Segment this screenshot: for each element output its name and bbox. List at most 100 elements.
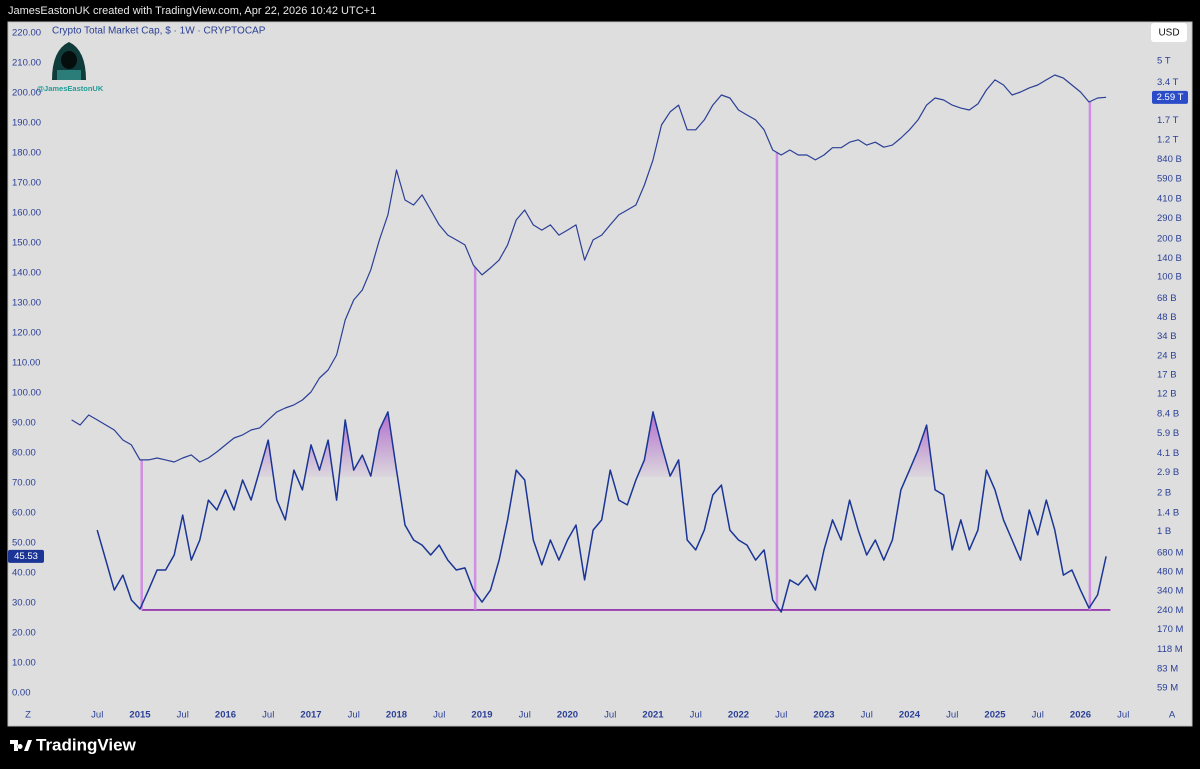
series-line <box>96 411 1107 613</box>
series-line <box>71 74 1107 463</box>
y2-tick-label: 4.1 B <box>1157 448 1179 459</box>
chart-background <box>7 21 1193 727</box>
watermark: @JamesEastonUK <box>37 84 104 93</box>
y-tick-label: 200.00 <box>12 88 41 99</box>
y2-tick-label: 100 B <box>1157 272 1182 283</box>
y-tick-label: 90.00 <box>12 418 36 429</box>
footer-brand: TradingView <box>36 735 137 754</box>
y2-tick-label: 59 M <box>1157 682 1178 693</box>
x-tick-label: 2024 <box>899 710 921 721</box>
x-tick-label: 2020 <box>557 710 578 721</box>
y2-tick-label: 17 B <box>1157 369 1177 380</box>
y2-tick-label: 12 B <box>1157 389 1177 400</box>
y2-tick-label: 590 B <box>1157 174 1182 185</box>
highlight-area <box>97 411 1107 477</box>
y2-tick-label: 8.4 B <box>1157 408 1179 419</box>
y2-tick-label: 68 B <box>1157 293 1177 304</box>
y2-tick-label: 680 M <box>1157 547 1183 558</box>
header-text: JamesEastonUK created with TradingView.c… <box>8 5 376 17</box>
x-tick-label: Jul <box>1032 710 1044 721</box>
y-tick-label: 110.00 <box>12 358 40 369</box>
x-tick-label: Jul <box>690 710 702 721</box>
x-tick-label: Jul <box>775 710 787 721</box>
x-tick-label: Jul <box>1117 710 1129 721</box>
value-tag <box>8 549 44 563</box>
y2-tick-label: 140 B <box>1157 253 1182 264</box>
currency-button[interactable] <box>1151 23 1187 42</box>
x-tick-label: Jul <box>519 710 531 721</box>
y-tick-label: 170.00 <box>12 178 41 189</box>
x-tick-label: 2021 <box>642 710 664 721</box>
x-tick-label: 2026 <box>1070 710 1091 721</box>
price-tag <box>1152 90 1188 104</box>
y2-tick-label: 200 B <box>1157 233 1182 244</box>
x-tick-label: 2019 <box>471 710 492 721</box>
y-tick-label: 210.00 <box>12 58 41 69</box>
avatar <box>47 40 91 84</box>
price-tag-label: 2.59 T <box>1157 92 1184 103</box>
chart-title: Crypto Total Market Cap, $ · 1W · CRYPTO… <box>52 26 266 37</box>
y2-tick-label: 170 M <box>1157 624 1183 635</box>
x-tick-label: Jul <box>91 710 103 721</box>
y-tick-label: 10.00 <box>12 658 36 669</box>
x-tick-label: Jul <box>946 710 958 721</box>
y-tick-label: 160.00 <box>12 208 41 219</box>
y-tick-label: 120.00 <box>12 328 41 339</box>
y-tick-label: 20.00 <box>12 628 36 639</box>
x-tick-label: 2025 <box>984 710 1006 721</box>
y-tick-label: 60.00 <box>12 508 36 519</box>
y2-tick-label: 5.9 B <box>1157 428 1179 439</box>
y2-tick-label: 3.4 T <box>1157 77 1179 88</box>
y-tick-label: 0.00 <box>12 688 31 699</box>
currency-label[interactable]: USD <box>1158 28 1179 39</box>
y2-tick-label: 2 B <box>1157 488 1171 499</box>
y2-tick-label: 118 M <box>1157 644 1183 655</box>
x-tick-label: Jul <box>604 710 616 721</box>
y2-tick-label: 240 M <box>1157 605 1183 616</box>
y2-tick-label: 5 T <box>1157 56 1171 67</box>
y2-tick-label: 1.7 T <box>1157 115 1179 126</box>
y-tick-label: 140.00 <box>12 268 41 279</box>
y-tick-label: 50.00 <box>12 538 36 549</box>
y-tick-label: 80.00 <box>12 448 36 459</box>
x-tick-label: Jul <box>348 710 360 721</box>
x-tick-label: 2015 <box>129 710 151 721</box>
x-tick-label: Jul <box>433 710 445 721</box>
y2-tick-label: 24 B <box>1157 350 1177 361</box>
value-tag-label: 45.53 <box>14 551 38 562</box>
y2-tick-label: 34 B <box>1157 331 1177 342</box>
y2-tick-label: 1 B <box>1157 526 1171 537</box>
y2-tick-label: 340 M <box>1157 586 1183 597</box>
x-tick-label: Jul <box>262 710 274 721</box>
y2-tick-label: 410 B <box>1157 194 1182 205</box>
x-tick-label: 2023 <box>813 710 834 721</box>
y2-tick-label: 290 B <box>1157 213 1182 224</box>
x-tick-label: 2017 <box>300 710 321 721</box>
y-tick-label: 220.00 <box>12 28 41 39</box>
y-tick-label: 100.00 <box>12 388 41 399</box>
corner-label: A <box>1169 710 1176 721</box>
y2-tick-label: 83 M <box>1157 663 1178 674</box>
y2-tick-label: 1.2 T <box>1157 134 1179 145</box>
y2-tick-label: 1.4 B <box>1157 507 1179 518</box>
y-tick-label: 180.00 <box>12 148 41 159</box>
x-tick-label: 2018 <box>386 710 407 721</box>
y2-tick-label: 840 B <box>1157 154 1182 165</box>
corner-label: Z <box>25 710 31 721</box>
y2-tick-label: 48 B <box>1157 312 1177 323</box>
x-tick-label: 2022 <box>728 710 749 721</box>
y-tick-label: 30.00 <box>12 598 36 609</box>
x-tick-label: Jul <box>861 710 873 721</box>
y2-tick-label: 2.9 B <box>1157 467 1179 478</box>
y-tick-label: 40.00 <box>12 568 36 579</box>
y-tick-label: 150.00 <box>12 238 41 249</box>
x-tick-label: Jul <box>177 710 189 721</box>
y-tick-label: 190.00 <box>12 118 41 129</box>
x-tick-label: 2016 <box>215 710 236 721</box>
footer-logo <box>10 740 32 751</box>
y-tick-label: 70.00 <box>12 478 36 489</box>
y-tick-label: 130.00 <box>12 298 41 309</box>
y2-tick-label: 480 M <box>1157 567 1183 578</box>
